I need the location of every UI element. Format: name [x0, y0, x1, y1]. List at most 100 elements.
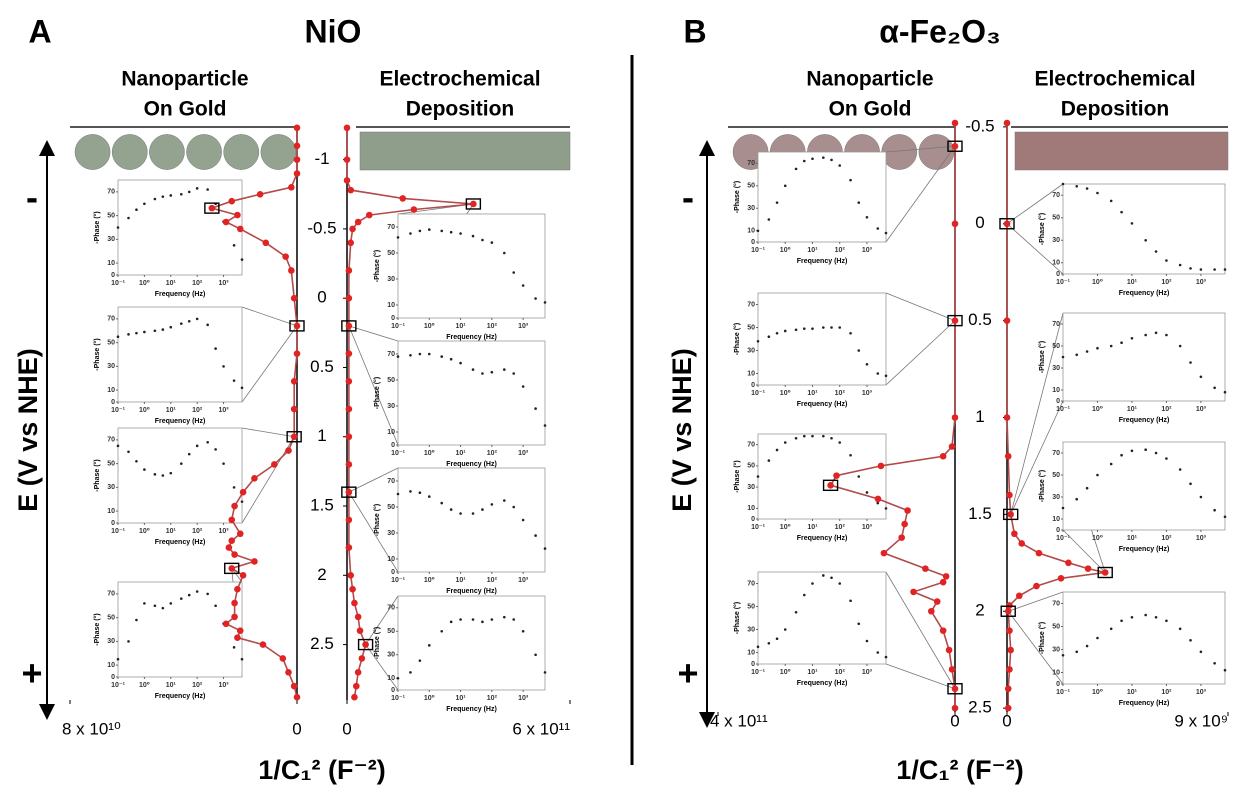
inset-y-tick-label: 0	[1056, 527, 1060, 534]
inset-y-label: -Phase (°)	[93, 459, 101, 491]
phase-point	[187, 319, 191, 323]
phase-point	[161, 328, 165, 331]
inset-x-tick-label: 10³	[218, 682, 229, 689]
inset-x-tick-label: 10²	[1161, 535, 1172, 542]
inset-x-label: Frequency (Hz)	[797, 535, 848, 542]
phase-point	[822, 574, 825, 577]
x-tick-label: 4 x 10¹¹	[710, 711, 768, 730]
highlight-box	[204, 202, 220, 214]
phase-point	[240, 386, 244, 390]
phase-point	[396, 492, 400, 496]
phase-point	[153, 329, 157, 333]
connector	[241, 306, 298, 327]
y-tick-label: 2	[975, 601, 984, 620]
phase-point	[459, 361, 462, 365]
inset-x-tick-label: 10¹	[1127, 279, 1138, 286]
positive-sign: +	[21, 653, 42, 694]
inset-y-label: -Phase (°)	[1038, 213, 1046, 245]
highlight-box	[1000, 605, 1016, 617]
phase-point	[502, 368, 506, 371]
phase-point	[240, 657, 244, 661]
inset-x-tick-label: 10³	[862, 524, 873, 531]
inset-y-tick-label: 50	[747, 183, 755, 190]
phase-point	[179, 462, 183, 465]
data-point	[951, 685, 959, 693]
phase-point	[1178, 263, 1182, 267]
inset-frame	[397, 467, 546, 573]
nanoparticle	[74, 134, 111, 170]
data-point	[228, 197, 236, 205]
data-point	[293, 350, 301, 357]
data-point	[345, 488, 353, 496]
inset-x-tick-label: 10⁰	[424, 694, 435, 702]
phase-point	[232, 379, 236, 382]
phase-point	[1154, 250, 1158, 253]
data-point	[933, 598, 941, 605]
y-tick-label: 2.5	[968, 698, 992, 717]
phase-point	[1199, 375, 1203, 379]
connector	[1006, 223, 1064, 275]
phase-point	[865, 491, 869, 494]
phase-point	[802, 159, 806, 163]
connector	[241, 427, 295, 438]
phase-point	[838, 582, 842, 585]
inset-y-tick-label: 50	[107, 460, 115, 467]
phase-point	[1085, 350, 1089, 353]
inset-x-tick-label: 10⁻¹	[111, 528, 125, 535]
data-point	[234, 211, 241, 219]
y-tick-label: 0	[317, 288, 326, 307]
data-point	[290, 294, 298, 302]
phase-point	[418, 659, 422, 662]
nanoparticle	[260, 134, 297, 170]
x-tick-label: 0	[342, 719, 351, 738]
inset-x-tick-label: 10³	[862, 390, 873, 397]
phase-point	[418, 491, 422, 495]
inset-y-tick-label: 50	[387, 250, 395, 257]
y-tick-label: -0.5	[965, 116, 994, 135]
phase-point	[1144, 448, 1147, 452]
phase-point	[1199, 650, 1203, 654]
inset-x-label: Frequency (Hz)	[1119, 417, 1170, 424]
data-point	[1035, 549, 1043, 557]
phase-point	[1165, 619, 1168, 623]
phase-point	[161, 474, 165, 477]
inset-x-tick-label: 10²	[192, 280, 203, 287]
highlight-box	[357, 638, 374, 651]
phase-point	[1075, 497, 1079, 501]
nanoparticle	[149, 134, 185, 170]
highlight-box	[1002, 508, 1019, 521]
phase-point	[1223, 268, 1227, 271]
inset-x-tick-label: 10⁰	[780, 246, 791, 254]
highlight-box	[947, 314, 963, 327]
phase-point	[521, 284, 525, 287]
inset-x-label: Frequency (Hz)	[155, 693, 206, 700]
data-point	[279, 655, 287, 662]
data-point	[347, 572, 355, 579]
phase-point	[775, 331, 779, 335]
phase-point	[214, 347, 217, 350]
phase-point	[127, 333, 130, 336]
data-point	[234, 585, 241, 593]
phase-point	[459, 512, 462, 515]
phase-point	[1120, 453, 1123, 457]
phase-point	[1075, 184, 1079, 188]
connector	[1008, 591, 1064, 612]
connector	[885, 663, 956, 690]
phase-point	[396, 355, 400, 358]
phase-point	[206, 440, 209, 444]
phase-point	[449, 508, 453, 511]
phase-point	[1120, 210, 1123, 214]
phase-point	[396, 676, 400, 680]
phase-point	[116, 335, 120, 338]
y-tick-label: -0.5	[307, 218, 336, 237]
data-point	[293, 170, 301, 177]
phase-point	[1213, 386, 1216, 390]
phase-point	[153, 473, 157, 476]
phase-point	[153, 604, 157, 608]
phase-point	[481, 620, 484, 624]
inset-x-tick-label: 10¹	[166, 407, 177, 414]
phase-point	[1085, 486, 1089, 490]
inset-x-tick-label: 10³	[518, 695, 529, 702]
positive-sign: +	[677, 653, 698, 694]
